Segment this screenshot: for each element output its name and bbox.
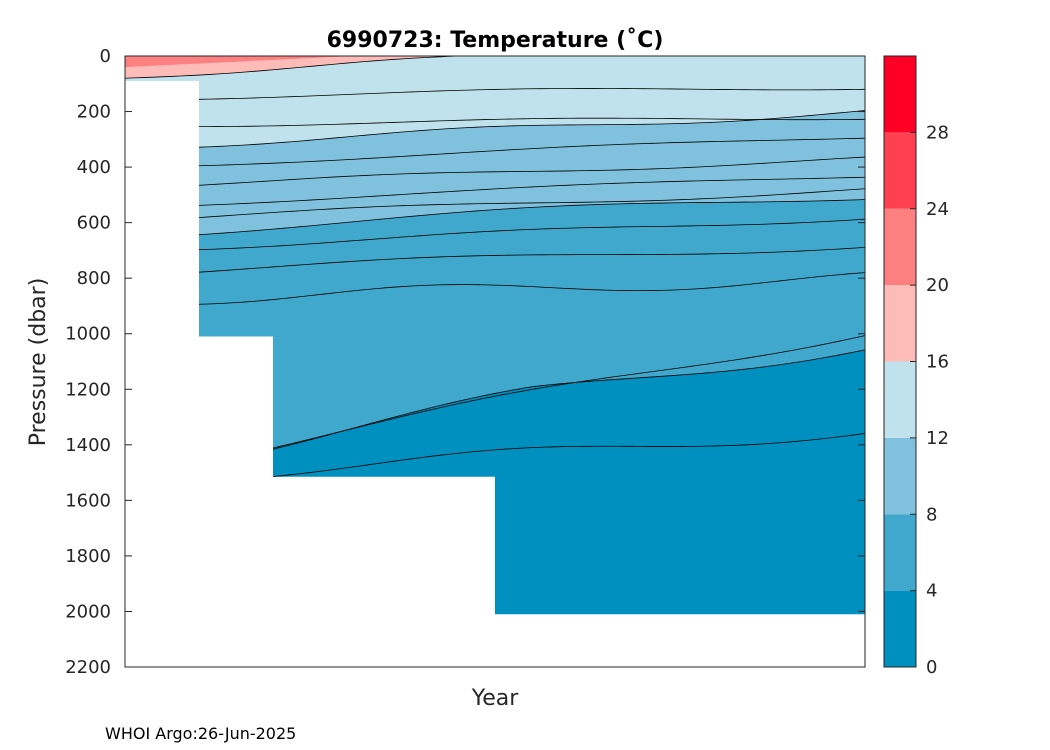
isotherm-line-10 [125, 137, 865, 168]
colorbar-swatch-3 [884, 361, 916, 438]
chart-title: 6990723: Temperature (˚C) [327, 28, 664, 53]
y-tick-label-11: 2200 [65, 657, 111, 678]
colorbar-swatch-7 [884, 56, 916, 133]
y-axis-label: Pressure (dbar) [26, 278, 51, 447]
isotherm-line-4 [125, 246, 865, 277]
colorbar-tick-label-2: 8 [926, 504, 937, 525]
colorbar-tick-label-4: 16 [926, 352, 949, 373]
y-tick-label-4: 800 [77, 268, 111, 289]
y-tick-label-7: 1400 [65, 435, 111, 456]
colorbar-swatch-6 [884, 132, 916, 209]
y-tick-label-3: 600 [77, 213, 111, 234]
axes: 0 200 400 600 800 1000 1200 1400 1600 1800 2000 220… [65, 46, 866, 678]
colorbar-tick-label-7: 28 [926, 122, 949, 143]
plot-frame [124, 55, 866, 668]
y-tick-label-0: 0 [100, 46, 111, 67]
x-axis-label: Year [471, 686, 520, 711]
isotherm-line-5 [125, 218, 865, 252]
y-tick-label-2: 400 [77, 157, 111, 178]
y-tick-label-5: 1000 [65, 324, 111, 345]
colorbar-swatch-2 [884, 437, 916, 515]
colorbar-tick-label-5: 20 [926, 275, 949, 296]
colorbar-tick-label-3: 12 [926, 428, 949, 449]
isotherm-line-13 [125, 88, 865, 101]
isotherm-line-6 [125, 199, 865, 239]
band-12-16 [125, 56, 865, 149]
y-tick-label-8: 1600 [65, 490, 111, 511]
isotherm-line-3 [125, 272, 865, 305]
footer-stamp: WHOI Argo:26-Jun-2025 [105, 724, 297, 743]
colorbar-tick-label-0: 0 [926, 657, 937, 678]
colorbar-tick-label-6: 24 [926, 199, 949, 220]
isotherm-line-7 [125, 188, 865, 223]
colorbar-tick-label-1: 4 [926, 581, 937, 602]
y-tick-label-1: 200 [77, 102, 111, 123]
colorbar-swatch-4 [884, 285, 916, 362]
band-20-24 [125, 56, 865, 68]
isotherm-line-9 [125, 156, 865, 190]
isotherm-line-12 [125, 117, 865, 128]
colorbar-swatch-5 [884, 208, 916, 286]
colorbar-swatch-1 [884, 514, 916, 591]
isotherm-lines [125, 56, 865, 483]
y-tick-label-10: 2000 [65, 601, 111, 622]
colorbar-swatch-0 [884, 590, 916, 667]
contour-plot-area [125, 56, 865, 615]
contour-fills [125, 56, 865, 615]
isotherm-line-11 [125, 110, 865, 150]
isotherm-line-14 [125, 56, 865, 79]
y-tick-label-9: 1800 [65, 546, 111, 567]
y-tick-label-6: 1200 [65, 379, 111, 400]
colorbar: 0 4 8 12 16 20 24 28 [883, 55, 949, 678]
isotherm-line-8 [125, 176, 865, 209]
band-16-20 [125, 56, 865, 79]
